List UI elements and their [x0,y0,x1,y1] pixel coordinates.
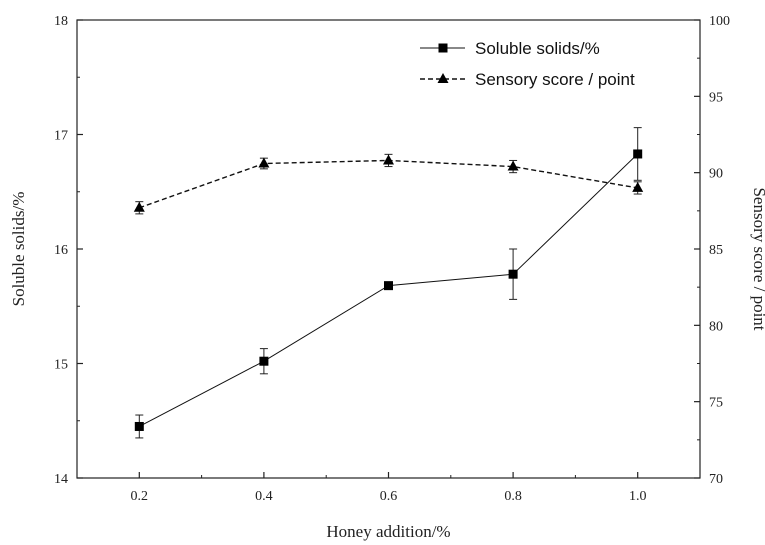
x-tick-label: 1.0 [629,489,647,504]
y-tick-label: 17 [54,129,68,144]
y-tick-label: 14 [54,472,68,487]
y2-tick-label: 100 [709,14,730,29]
data-point-triangle [632,181,644,192]
data-point-square [633,149,643,159]
axes [76,19,701,479]
data-point-square [384,281,393,291]
data-point-square [259,356,269,366]
x-tick-label: 0.4 [255,489,273,504]
chart-marks [133,127,644,439]
y2-tick-label: 70 [709,472,723,487]
y2-tick-label: 85 [709,243,723,258]
y2-tick-label: 90 [709,167,723,182]
y2-tick-label: 95 [709,90,723,105]
data-point-triangle [507,160,519,171]
data-point-triangle [133,201,145,212]
legend-label: Soluble solids/% [475,39,600,58]
y2-tick-label: 80 [709,319,723,334]
x-tick-label: 0.6 [380,489,398,504]
data-point-triangle [258,157,270,168]
legend-marker-square [438,43,448,53]
y-axis-title: Soluble solids/% [9,192,28,307]
legend: Soluble solids/% Sensory score / point [420,39,635,89]
data-point-triangle [383,154,394,165]
y-tick-label: 16 [54,243,68,258]
data-point-square [508,269,518,279]
data-point-square [134,421,144,431]
y2-tick-label: 75 [709,396,723,411]
y-tick-label: 18 [54,14,68,29]
series-line [139,153,639,427]
x-tick-label: 0.2 [131,489,149,504]
series-line [139,159,638,209]
y2-axis-title: Sensory score / point [750,187,765,330]
legend-label: Sensory score / point [475,70,635,89]
tick-labels: 0.2 0.4 0.6 0.8 1.0 14 15 16 17 18 70 75 80 85 90 95 100… [9,14,765,541]
x-tick-label: 0.8 [504,489,522,504]
legend-marker-triangle [437,73,449,83]
x-axis-title: Honey addition/% [326,522,450,541]
y-tick-label: 15 [54,358,68,373]
